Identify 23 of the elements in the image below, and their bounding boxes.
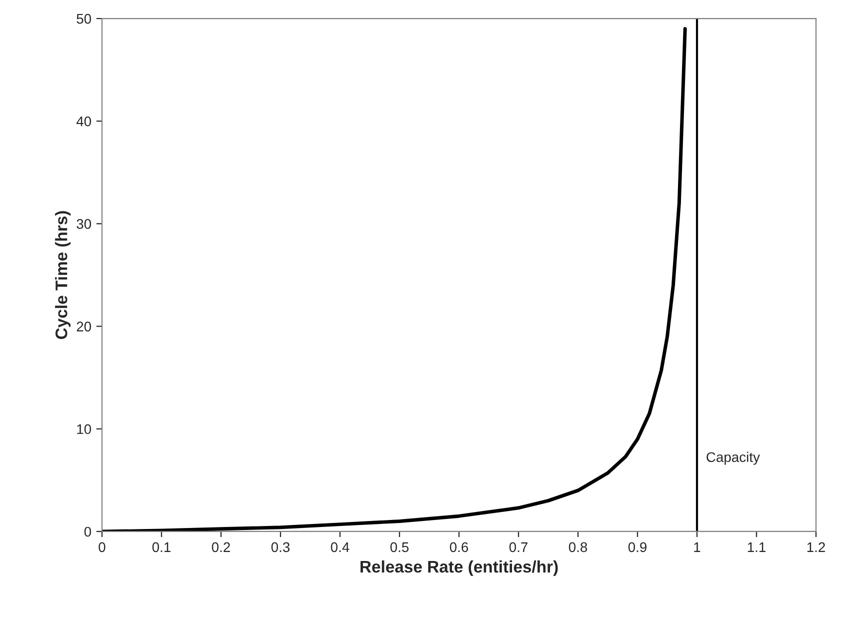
x-tick-label: 1.2 [807,542,825,552]
x-tick-label: 0.1 [152,542,170,552]
x-tick-label: 0.4 [330,542,350,552]
y-tick-label: 30 [76,219,92,229]
y-axis-title: Cycle Time (hrs) [55,211,71,340]
x-tick-label: 0.7 [509,542,528,552]
y-tick-label: 0 [84,526,92,537]
x-tick-label: 0.6 [450,542,468,552]
x-tick-label: 1 [694,542,700,552]
y-tick-label: 50 [76,14,92,24]
y-tick-label: 40 [76,116,92,126]
line-series [102,27,687,532]
x-tick-label: 0.9 [628,542,646,552]
x-tick-label: 0.5 [390,542,409,552]
x-tick-label: 0.3 [271,542,290,552]
x-tick-label: 0.8 [568,542,588,552]
ref-line-label: Capacity [706,452,760,465]
x-axis-title: Release Rate (entities/hr) [360,560,558,576]
x-tick-label: 0.2 [212,542,230,552]
y-tick-label: 20 [76,322,92,332]
x-tick-label: 0 [98,542,106,552]
x-tick-label: 1.1 [748,542,766,552]
y-tick-label: 10 [77,424,92,434]
